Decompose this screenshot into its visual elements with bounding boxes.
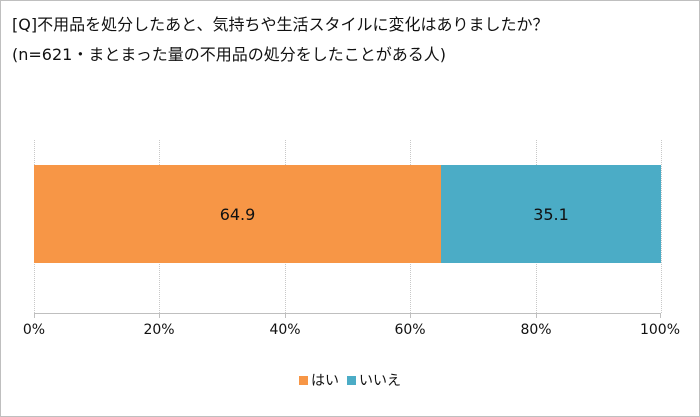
x-tick-label: 80% — [520, 322, 552, 338]
x-tick — [660, 313, 661, 318]
legend-item-no: いいえ — [347, 370, 401, 390]
x-tick — [34, 313, 35, 318]
x-tick — [536, 313, 537, 318]
gridline-100 — [661, 140, 662, 313]
x-tick-label: 40% — [269, 322, 301, 338]
x-tick — [410, 313, 411, 318]
chart-title: [Q]不用品を処分したあと、気持ちや生活スタイルに変化はありましたか？ — [12, 15, 549, 34]
legend-swatch-yes-icon — [299, 375, 308, 385]
legend-label-yes: はい — [311, 373, 339, 389]
legend-item-yes: はい — [299, 370, 339, 390]
bar-no: 35.1 — [441, 165, 661, 263]
legend: はい いいえ — [0, 370, 700, 390]
x-tick-label: 100% — [639, 322, 681, 338]
x-tick — [159, 313, 160, 318]
x-tick-label: 60% — [394, 322, 426, 338]
x-tick-label: 20% — [143, 322, 175, 338]
bar-yes: 64.9 — [34, 165, 441, 263]
x-tick — [285, 313, 286, 318]
legend-swatch-no-icon — [347, 375, 356, 385]
chart-subtitle: (n=621・まとまった量の不用品の処分をしたことがある人) — [12, 45, 446, 64]
bar-no-label: 35.1 — [533, 204, 569, 224]
x-tick-label: 0% — [22, 322, 46, 338]
legend-label-no: いいえ — [359, 373, 401, 389]
bar-yes-label: 64.9 — [219, 204, 256, 224]
x-axis — [34, 313, 661, 314]
